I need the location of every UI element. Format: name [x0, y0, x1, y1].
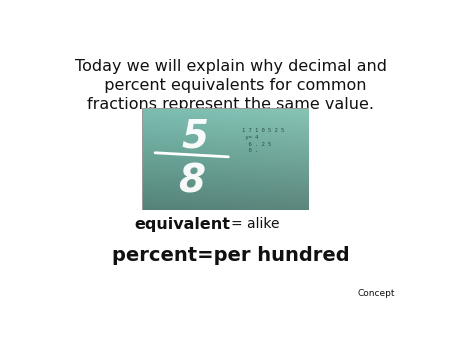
- Text: = alike: = alike: [231, 217, 280, 231]
- Text: Concept: Concept: [357, 289, 395, 298]
- Text: Today we will explain why decimal and
  percent equivalents for common
fractions: Today we will explain why decimal and pe…: [75, 59, 387, 112]
- Text: 5: 5: [181, 118, 208, 155]
- Text: percent=per hundred: percent=per hundred: [112, 246, 350, 265]
- Text: 8: 8: [178, 162, 205, 200]
- Text: equivalent: equivalent: [134, 217, 230, 232]
- Text: 1 7 1 0 5 2 5
 y= 4
  6 . 2 5
  0 .: 1 7 1 0 5 2 5 y= 4 6 . 2 5 0 .: [242, 128, 284, 153]
